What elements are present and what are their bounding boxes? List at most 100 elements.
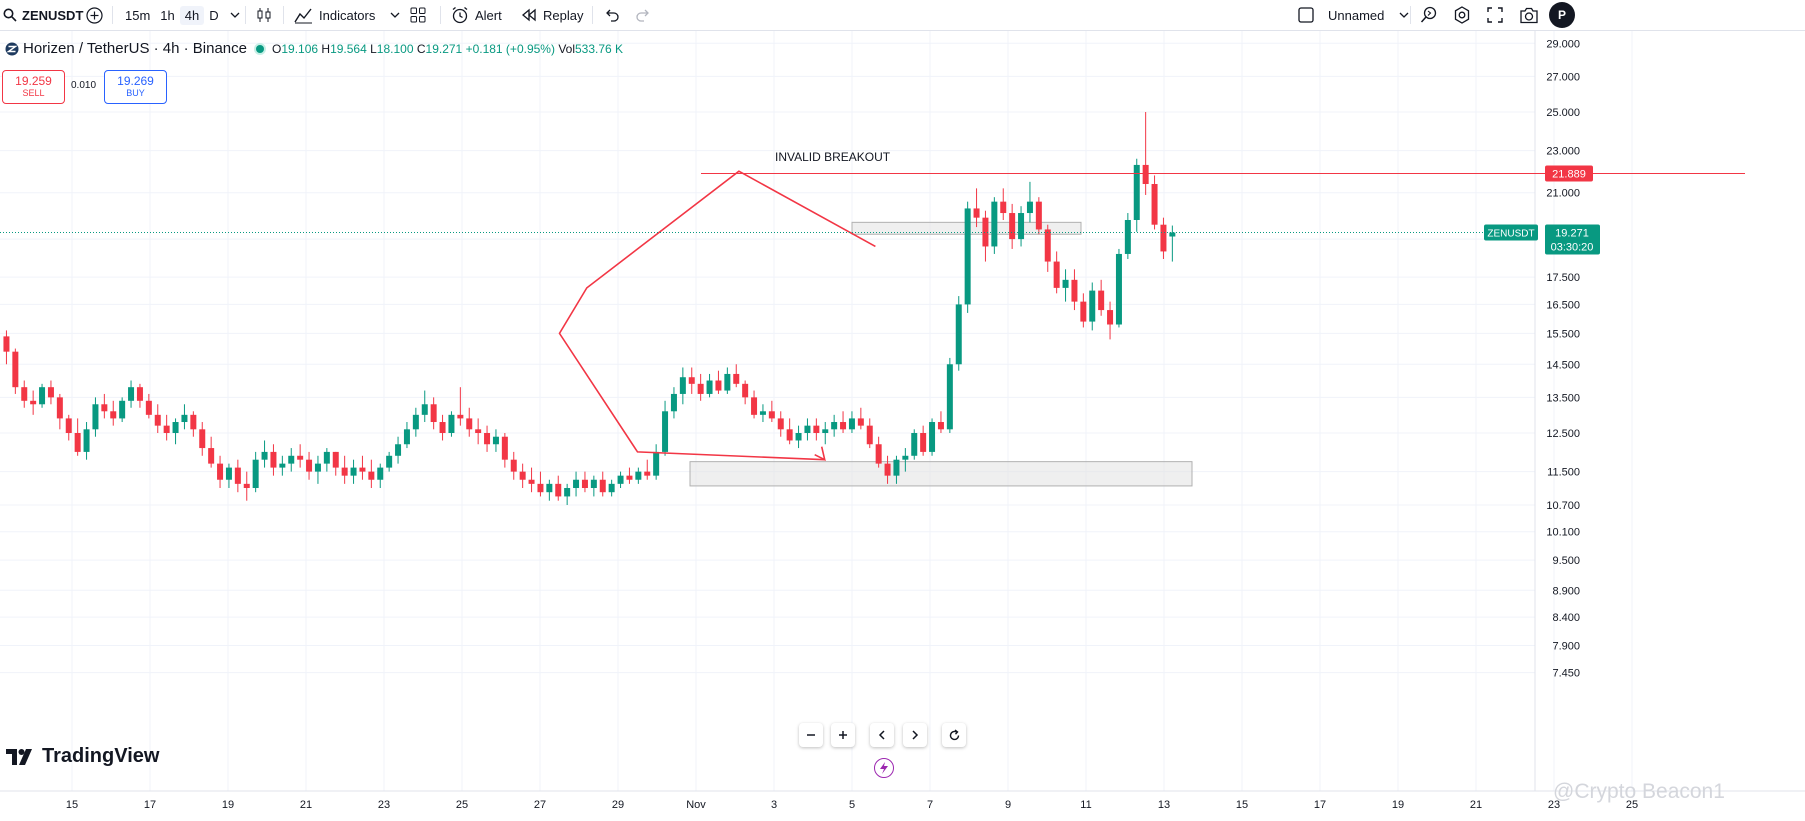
candle (1000, 188, 1007, 220)
candle-body (697, 383, 704, 394)
market-status-dot[interactable] (256, 44, 264, 53)
redo-button[interactable] (636, 0, 652, 30)
candle-body (403, 429, 410, 445)
symbol-search[interactable]: ZENUSDT (3, 0, 83, 30)
interval-1d[interactable]: D (209, 7, 219, 23)
chevron-down-icon[interactable] (229, 9, 241, 21)
candle (546, 479, 553, 501)
candle (1062, 269, 1069, 302)
candle (3, 330, 10, 365)
candle (813, 418, 820, 441)
candle-body (786, 429, 793, 441)
replay-button[interactable]: Replay (521, 0, 583, 30)
candle (537, 471, 544, 497)
low-label: L (370, 41, 377, 56)
resistance-price-tag (1545, 165, 1593, 182)
candle-body (635, 471, 642, 480)
settings-button[interactable] (1453, 0, 1471, 30)
candle-body (519, 471, 526, 480)
candle-body (599, 479, 606, 493)
price-tick-label: 10.700 (1546, 500, 1580, 512)
chart-legend: Horizen / TetherUS · 4h · Binance O19.10… (5, 40, 623, 57)
candle-body (270, 451, 277, 468)
time-tick-label: 21 (300, 799, 312, 811)
candle-body (30, 400, 37, 405)
candle (350, 459, 357, 484)
candle-body (884, 463, 891, 476)
candle (991, 197, 998, 254)
profile-button[interactable]: P (1549, 0, 1575, 30)
indicators-button[interactable]: Indicators (294, 0, 401, 30)
open-value: 19.106 (281, 41, 319, 56)
price-tick-label: 11.500 (1547, 467, 1580, 479)
candle-body (1133, 164, 1140, 220)
zoom-in-button[interactable] (831, 723, 855, 747)
candle-body (510, 459, 517, 472)
candle-body (840, 422, 847, 430)
sell-price: 19.259 (15, 74, 52, 88)
indicators-icon (294, 8, 312, 23)
zoom-out-button[interactable] (799, 723, 823, 747)
candle (795, 425, 802, 449)
candle (1018, 206, 1025, 247)
candle-body (964, 208, 971, 305)
candle-body (163, 425, 170, 433)
candle (724, 367, 731, 394)
candle-body (528, 479, 535, 484)
candle-body (911, 433, 918, 456)
tradingview-logo[interactable]: TradingView (6, 745, 159, 768)
candle-body (1044, 229, 1051, 262)
candle-body (12, 351, 19, 388)
candle (804, 418, 811, 441)
settings-gear-icon (1454, 6, 1470, 24)
quick-search-button[interactable] (1420, 0, 1438, 30)
brand-name: TradingView (42, 745, 160, 767)
layout-menu[interactable]: Unnamed (1298, 0, 1410, 30)
buy-button[interactable]: 19.269 BUY (104, 70, 167, 104)
price-tick-label: 15.500 (1546, 328, 1580, 340)
candle-body (1018, 213, 1025, 240)
price-tick-label: 27.000 (1546, 71, 1580, 83)
candle (56, 393, 63, 430)
undo-button[interactable] (603, 0, 619, 30)
time-tick-label: 15 (66, 799, 78, 811)
candle (39, 383, 46, 408)
fullscreen-button[interactable] (1487, 0, 1503, 30)
interval-1h[interactable]: 1h (160, 7, 175, 23)
candle-body (902, 455, 909, 460)
scroll-right-button[interactable] (903, 723, 927, 747)
templates-button[interactable] (410, 0, 426, 30)
candle-body (1115, 253, 1122, 325)
candle-body (1080, 301, 1087, 322)
chart-type-button[interactable] (255, 0, 273, 30)
sell-button[interactable]: 19.259 SELL (2, 70, 65, 104)
interval-4h[interactable]: 4h (179, 5, 205, 25)
avatar-initial: P (1557, 8, 1566, 22)
spread-value: 0.010 (71, 80, 97, 91)
lightning-icon (880, 762, 888, 774)
candle (181, 404, 188, 430)
candle-body (1009, 213, 1016, 240)
lightning-button[interactable] (874, 758, 894, 778)
interval-15m[interactable]: 15m (125, 7, 151, 23)
price-chart[interactable]: INVALID BREAKOUT 29.000 27.000 25.000 23.00… (0, 31, 1805, 821)
time-tick-label: 23 (378, 799, 390, 811)
alert-button[interactable]: Alert (451, 0, 502, 30)
price-tick-label: 12.500 (1546, 428, 1580, 440)
candle (581, 471, 588, 493)
candle (848, 411, 855, 433)
candle-body (857, 418, 864, 426)
symbol-title[interactable]: Horizen / TetherUS · 4h · Binance (23, 40, 247, 57)
high-value: 19.564 (330, 41, 367, 56)
candle (475, 418, 482, 445)
candle (564, 483, 571, 506)
candle (742, 380, 749, 405)
snapshot-button[interactable] (1519, 0, 1539, 30)
reset-chart-button[interactable] (942, 723, 966, 747)
candle (190, 411, 197, 437)
candle-body (56, 397, 63, 419)
scroll-left-button[interactable] (870, 723, 894, 747)
compare-symbol-button[interactable] (86, 0, 103, 30)
candle (261, 440, 268, 468)
candle-body (813, 425, 820, 433)
